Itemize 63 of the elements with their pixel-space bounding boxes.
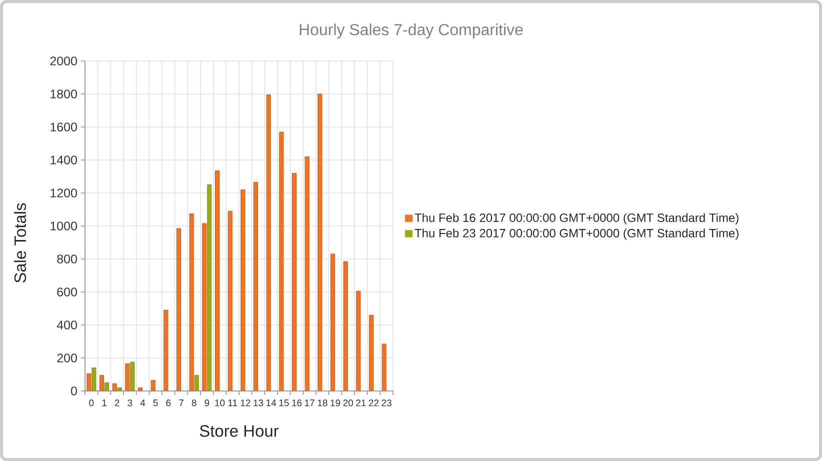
y-tick-label: 1000 (50, 222, 77, 230)
x-tick-label: 23 (382, 400, 392, 406)
x-tick-label: 3 (128, 400, 132, 406)
x-tick-label: 11 (228, 400, 238, 406)
y-tick-label: 0 (71, 386, 77, 396)
bar (215, 170, 220, 391)
y-tick-label: 400 (56, 320, 77, 330)
bar (240, 189, 246, 391)
bar (254, 182, 258, 391)
bar (189, 213, 194, 391)
x-tick-label: 6 (166, 400, 171, 406)
x-tick-label: 12 (240, 400, 250, 406)
bar (279, 132, 284, 391)
legend-label: Thu Feb 23 2017 00:00:00 GMT+0000 (GMT Standard Time) (414, 228, 738, 240)
bar (228, 210, 232, 391)
x-tick-label: 0 (89, 400, 94, 406)
bar (343, 261, 348, 391)
chart-title: Hourly Sales 7-day Comparitive (300, 24, 523, 38)
x-tick-label: 17 (305, 400, 314, 406)
y-tick-label: 1200 (50, 188, 77, 198)
x-tick-label: 8 (192, 400, 196, 406)
x-tick-label: 20 (343, 400, 353, 406)
x-axis-title: Store Hour (200, 425, 279, 437)
bar (202, 223, 207, 391)
bar (100, 375, 104, 391)
x-tick-label: 7 (179, 400, 184, 406)
bar (150, 380, 156, 391)
bar (330, 254, 335, 391)
bar (356, 290, 361, 391)
y-axis-title: Sale Totals (14, 203, 26, 283)
x-tick-label: 19 (330, 400, 340, 406)
x-tick-label: 18 (318, 400, 328, 406)
y-tick-label: 1600 (50, 122, 77, 132)
y-tick-label: 600 (57, 288, 77, 296)
legend-label: Thu Feb 16 2017 00:00:00 GMT+0000 (GMT Standard Time) (414, 213, 738, 224)
x-tick-label: 14 (266, 400, 276, 406)
x-tick-label: 5 (153, 400, 158, 406)
bar (304, 156, 310, 391)
bar (112, 383, 117, 391)
x-tick-label: 22 (368, 400, 379, 406)
x-tick-label: 16 (292, 400, 302, 406)
bar (138, 387, 142, 391)
y-tick-label: 200 (57, 354, 77, 362)
x-tick-label: 4 (140, 400, 146, 406)
bar (292, 172, 296, 391)
y-tick-label: 1800 (50, 90, 77, 98)
x-tick-label: 1 (102, 400, 106, 406)
x-tick-label: 10 (215, 400, 225, 406)
x-tick-label: 21 (356, 400, 366, 406)
y-tick-label: 1400 (50, 156, 77, 164)
x-tick-label: 2 (114, 400, 120, 406)
bar (176, 228, 181, 391)
x-tick-label: 15 (279, 400, 289, 406)
bar (369, 314, 374, 391)
bar (164, 310, 168, 391)
bar (125, 364, 130, 391)
bar (318, 94, 322, 391)
y-tick-label: 800 (57, 254, 77, 264)
bar (266, 94, 271, 391)
bar (86, 373, 92, 391)
x-tick-label: 9 (204, 400, 210, 406)
y-tick-label: 2000 (50, 56, 77, 66)
x-tick-label: 13 (254, 400, 264, 406)
